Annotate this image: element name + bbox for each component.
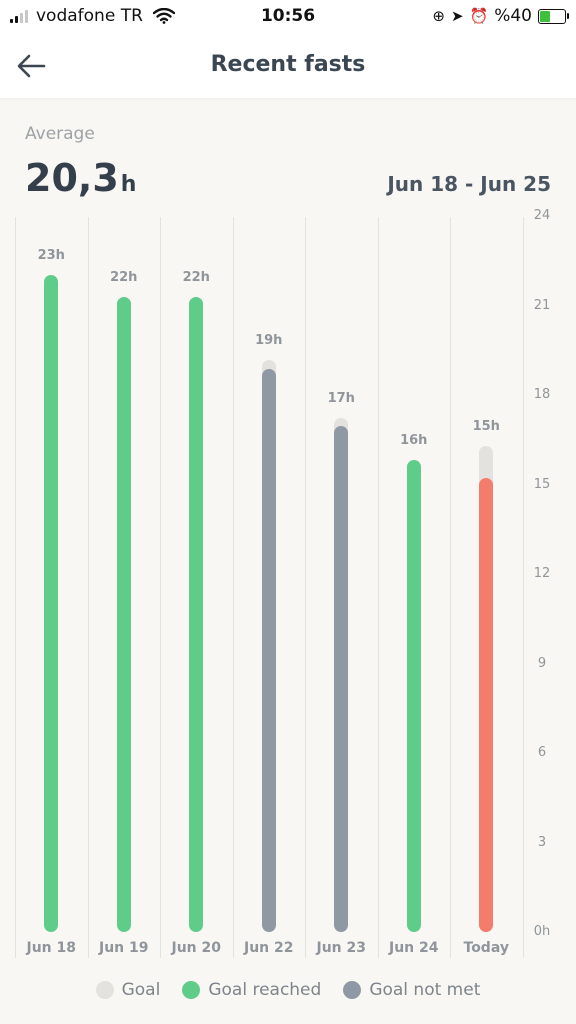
carrier-name: vodafone TR	[36, 6, 143, 26]
y-tick-label: 12	[533, 566, 551, 581]
day-label: Jun 24	[389, 940, 439, 956]
day-label: Jun 18	[26, 940, 77, 956]
day-label: Jun 22	[244, 940, 294, 956]
average-number: 20,3	[25, 156, 119, 200]
y-tick-label: 9	[537, 655, 547, 671]
grid-line	[450, 217, 451, 958]
clock: 10:56	[260, 6, 316, 26]
grid-line	[305, 217, 306, 958]
page-title: Recent fasts	[210, 52, 366, 77]
bar-value-label: 16h	[400, 433, 428, 449]
average-unit: h	[120, 172, 137, 197]
day-label: Jun 19	[99, 940, 149, 956]
chart-legend: Goal Goal reached Goal not met	[0, 980, 576, 1000]
legend-dot-goal-reached	[182, 981, 201, 999]
average-label: Average	[25, 124, 95, 144]
grid-line	[522, 217, 524, 958]
y-tick-label: 0h	[533, 924, 551, 939]
y-tick-label: 3	[537, 834, 547, 850]
legend-item-goal: Goal	[95, 980, 161, 1000]
y-tick-label: 24	[533, 208, 551, 223]
grid-line	[232, 217, 234, 958]
alarm-icon: ⏰	[469, 7, 489, 25]
app-header: Recent fasts	[0, 34, 576, 98]
day-label: Jun 23	[316, 940, 367, 956]
carrier-area: vodafone TR	[10, 6, 175, 26]
bar-value-label: 23h	[37, 247, 65, 263]
battery-percent: %40	[494, 6, 532, 26]
bar[interactable]	[334, 426, 349, 932]
bar[interactable]	[479, 477, 494, 932]
bar[interactable]	[406, 460, 421, 932]
legend-item-goal-reached: Goal reached	[182, 980, 321, 1000]
bar[interactable]	[116, 297, 131, 932]
legend-dot-goal-not-met	[343, 981, 362, 999]
grid-line	[160, 217, 161, 958]
legend-item-goal-not-met: Goal not met	[343, 980, 480, 1000]
signal-icon	[10, 9, 28, 23]
status-bar: vodafone TR 10:56 ⊕ ➤ ⏰ %40	[0, 0, 576, 34]
legend-label-goal-not-met: Goal not met	[369, 980, 481, 1000]
legend-label-goal-reached: Goal reached	[208, 980, 322, 1000]
location-icon: ➤	[450, 7, 464, 25]
bar-value-label: 22h	[182, 270, 210, 286]
arrow-left-icon[interactable]	[14, 48, 50, 84]
grid-line	[15, 217, 16, 958]
bar[interactable]	[189, 297, 204, 932]
y-tick-label: 6	[537, 745, 547, 760]
grid-line	[377, 217, 379, 958]
bar-value-label: 15h	[472, 419, 500, 435]
date-range: Jun 18 - Jun 25	[387, 172, 551, 196]
status-icons: ⊕ ➤ ⏰ %40	[432, 6, 569, 26]
battery-icon	[538, 8, 569, 24]
wifi-icon	[152, 8, 175, 24]
y-tick-label: 18	[533, 387, 551, 402]
bar-value-label: 19h	[255, 333, 283, 349]
bar-value-label: 22h	[110, 270, 138, 286]
bar[interactable]	[44, 274, 59, 932]
legend-dot-goal	[95, 981, 114, 999]
grid-line	[87, 217, 89, 958]
day-label: Jun 20	[171, 940, 222, 956]
legend-label-goal: Goal	[121, 980, 161, 1000]
y-tick-label: 21	[533, 297, 551, 313]
bar[interactable]	[261, 368, 276, 932]
y-tick-label: 15	[533, 476, 551, 492]
bar-value-label: 17h	[327, 390, 355, 406]
day-label: Today	[463, 940, 509, 956]
rotation-lock-icon: ⊕	[432, 7, 445, 25]
average-value: 20,3h	[25, 156, 136, 200]
